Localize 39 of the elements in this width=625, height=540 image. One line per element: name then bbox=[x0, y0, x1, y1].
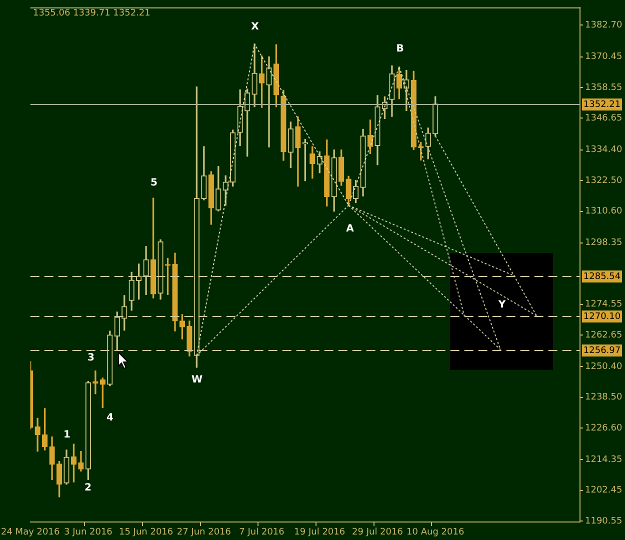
y-tick-label: 1310.60 bbox=[585, 206, 622, 217]
ref-line-label: 1285.54 bbox=[583, 272, 621, 282]
annotation: 1 bbox=[64, 430, 71, 441]
annotation: 5 bbox=[150, 178, 158, 189]
annotation: 3 bbox=[88, 352, 95, 364]
annotation: A bbox=[346, 224, 354, 235]
y-tick-label: 1190.55 bbox=[585, 516, 622, 526]
x-tick-label: 19 Jul 2016 bbox=[294, 528, 346, 538]
ref-line-label: 1352.21 bbox=[583, 100, 621, 110]
annotation: 1355.06 1339.71 1352.21 bbox=[33, 8, 150, 18]
y-tick-label: 1238.50 bbox=[585, 392, 622, 403]
annotation: W bbox=[191, 374, 203, 386]
x-tick-label: 27 Jun 2016 bbox=[176, 528, 232, 538]
y-tick-label: 1382.70 bbox=[585, 20, 622, 31]
y-tick-label: 1298.35 bbox=[585, 238, 622, 248]
y-tick-label: 1274.55 bbox=[585, 300, 622, 310]
annotation: 2 bbox=[84, 482, 92, 494]
y-tick-label: 1334.40 bbox=[585, 145, 622, 156]
y-tick-label: 1226.60 bbox=[585, 423, 622, 434]
y-tick-label: 1346.65 bbox=[585, 114, 622, 124]
y-tick-label: 1262.65 bbox=[585, 330, 622, 340]
x-tick-label: 24 May 2016 bbox=[1, 528, 60, 538]
y-tick-label: 1250.40 bbox=[585, 362, 622, 372]
x-tick-label: 15 Jun 2016 bbox=[118, 528, 174, 538]
y-tick-label: 1214.35 bbox=[585, 455, 622, 466]
annotation: Y bbox=[497, 300, 506, 311]
y-tick-label: 1202.45 bbox=[585, 486, 622, 496]
annotation: 4 bbox=[106, 412, 114, 424]
x-tick-label: 7 Jul 2016 bbox=[239, 528, 285, 538]
annotation: X bbox=[251, 22, 260, 33]
x-tick-label: 29 Jul 2016 bbox=[352, 528, 404, 538]
ref-line-label: 1270.10 bbox=[583, 312, 621, 322]
y-tick-label: 1322.50 bbox=[585, 176, 622, 186]
annotation: B bbox=[396, 44, 404, 55]
x-tick-label: 10 Aug 2016 bbox=[406, 528, 464, 538]
x-tick-label: 3 Jun 2016 bbox=[64, 528, 113, 538]
ref-line-label: 1256.97 bbox=[583, 346, 621, 356]
y-tick-label: 1370.45 bbox=[585, 52, 622, 62]
y-tick-label: 1358.55 bbox=[585, 82, 622, 93]
